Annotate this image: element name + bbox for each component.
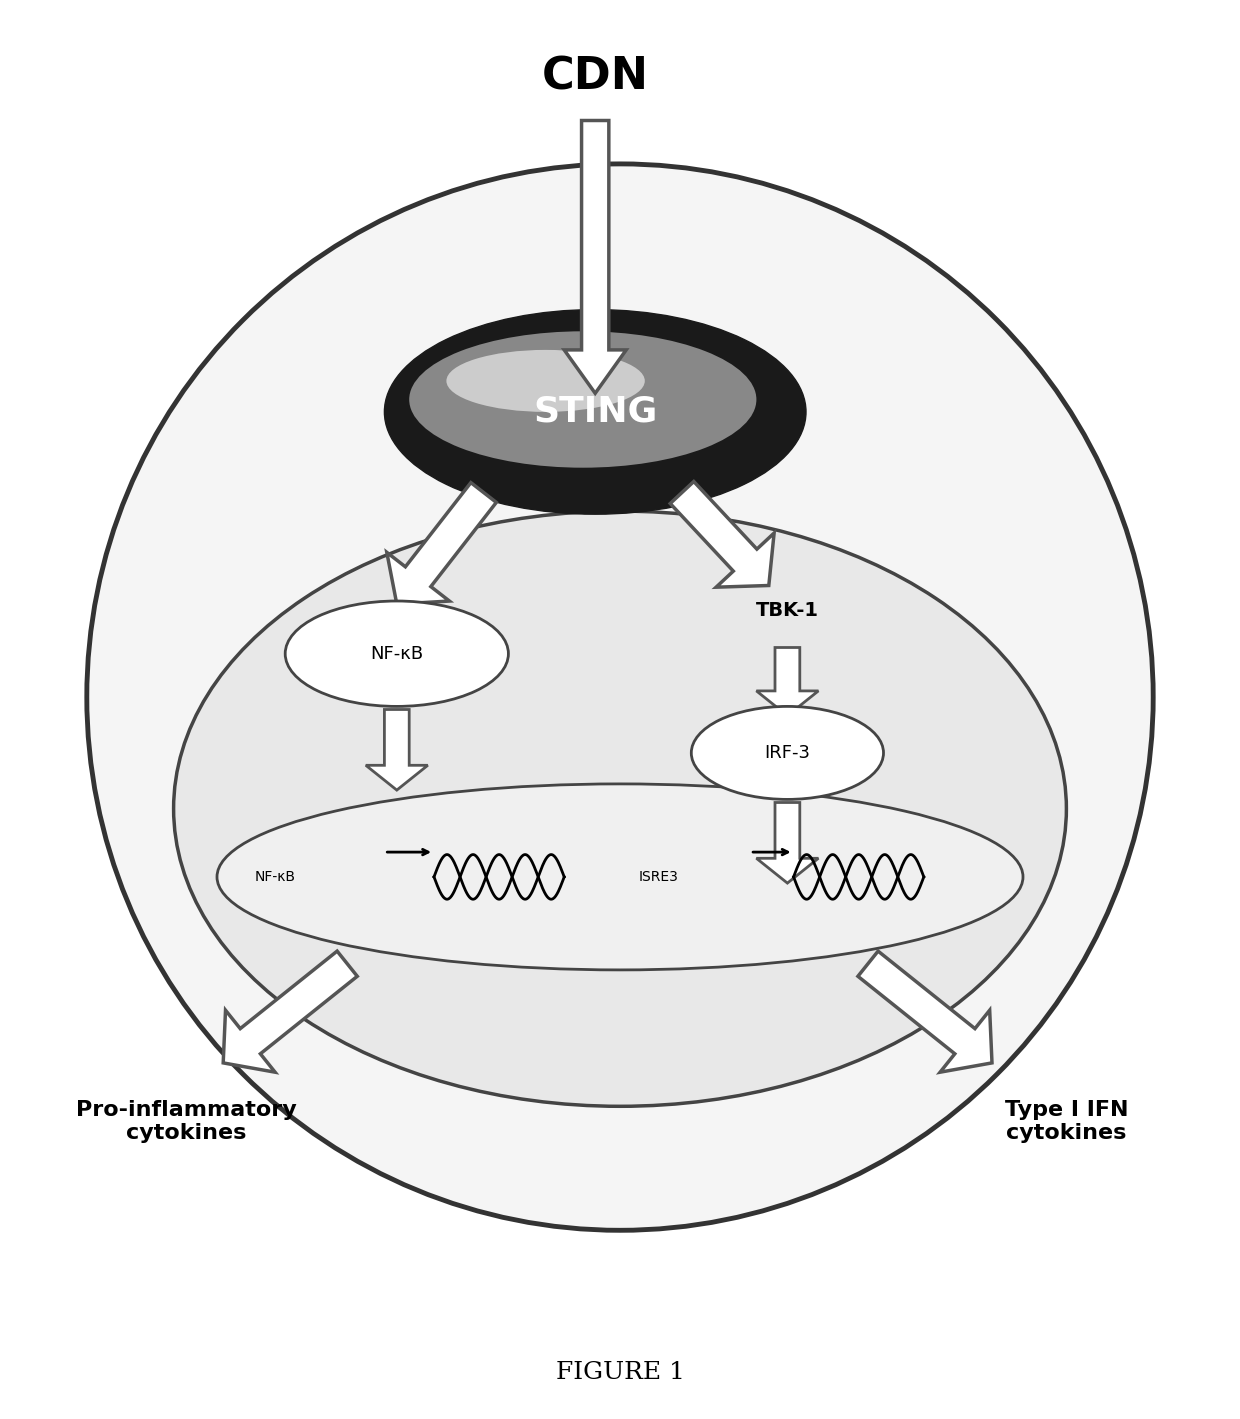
Text: STING: STING: [533, 394, 657, 429]
Ellipse shape: [217, 783, 1023, 971]
Ellipse shape: [384, 309, 806, 514]
Ellipse shape: [409, 331, 756, 468]
Ellipse shape: [446, 350, 645, 412]
Polygon shape: [223, 951, 357, 1073]
Polygon shape: [366, 710, 428, 790]
Polygon shape: [858, 951, 992, 1073]
Ellipse shape: [285, 602, 508, 707]
Ellipse shape: [174, 511, 1066, 1107]
Text: TBK-1: TBK-1: [756, 600, 818, 620]
Text: CDN: CDN: [542, 55, 649, 98]
Text: FIGURE 1: FIGURE 1: [556, 1361, 684, 1385]
FancyArrow shape: [564, 121, 626, 393]
Polygon shape: [756, 803, 818, 883]
Text: NF-κB: NF-κB: [254, 870, 295, 884]
Polygon shape: [756, 647, 818, 715]
Circle shape: [87, 165, 1153, 1230]
Polygon shape: [387, 482, 496, 604]
Polygon shape: [670, 481, 774, 587]
Ellipse shape: [692, 707, 883, 799]
Text: Type I IFN
cytokines: Type I IFN cytokines: [1004, 1100, 1128, 1144]
Text: IRF-3: IRF-3: [764, 744, 811, 762]
Text: ISRE3: ISRE3: [639, 870, 678, 884]
Text: Pro-inflammatory
cytokines: Pro-inflammatory cytokines: [76, 1100, 296, 1144]
Text: NF-κB: NF-κB: [371, 644, 423, 663]
